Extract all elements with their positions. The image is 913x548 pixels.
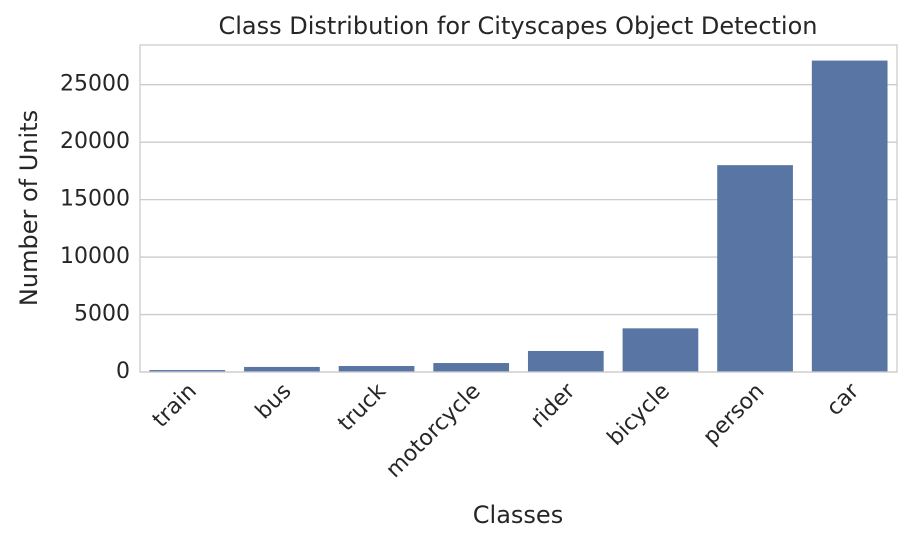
x-tick-label: truck	[333, 379, 391, 437]
y-tick-label: 0	[116, 359, 130, 384]
plot-frame	[139, 44, 898, 373]
x-tick-label: motorcycle	[381, 379, 485, 483]
y-axis-label: Number of Units	[15, 110, 43, 306]
bar	[717, 165, 793, 372]
bar	[338, 366, 415, 372]
bar	[622, 328, 699, 372]
y-tick-label: 25000	[60, 72, 130, 97]
bar	[433, 363, 510, 372]
y-tick-label: 20000	[60, 129, 130, 154]
bar	[244, 366, 320, 372]
bar	[811, 60, 888, 372]
x-tick-label: bus	[251, 379, 297, 425]
x-tick-label: person	[699, 379, 770, 450]
x-tick-label: bicycle	[603, 379, 675, 451]
y-tick-label: 10000	[60, 244, 130, 269]
x-tick-label: car	[822, 378, 865, 421]
chart-title: Class Distribution for Cityscapes Object…	[218, 12, 817, 40]
x-axis-label: Classes	[473, 501, 563, 529]
bar	[149, 370, 226, 372]
bar	[527, 350, 604, 372]
y-tick-label: 15000	[60, 187, 130, 212]
y-tick-label: 5000	[74, 302, 130, 327]
x-tick-label: rider	[526, 378, 581, 433]
x-tick-label: train	[148, 379, 202, 433]
